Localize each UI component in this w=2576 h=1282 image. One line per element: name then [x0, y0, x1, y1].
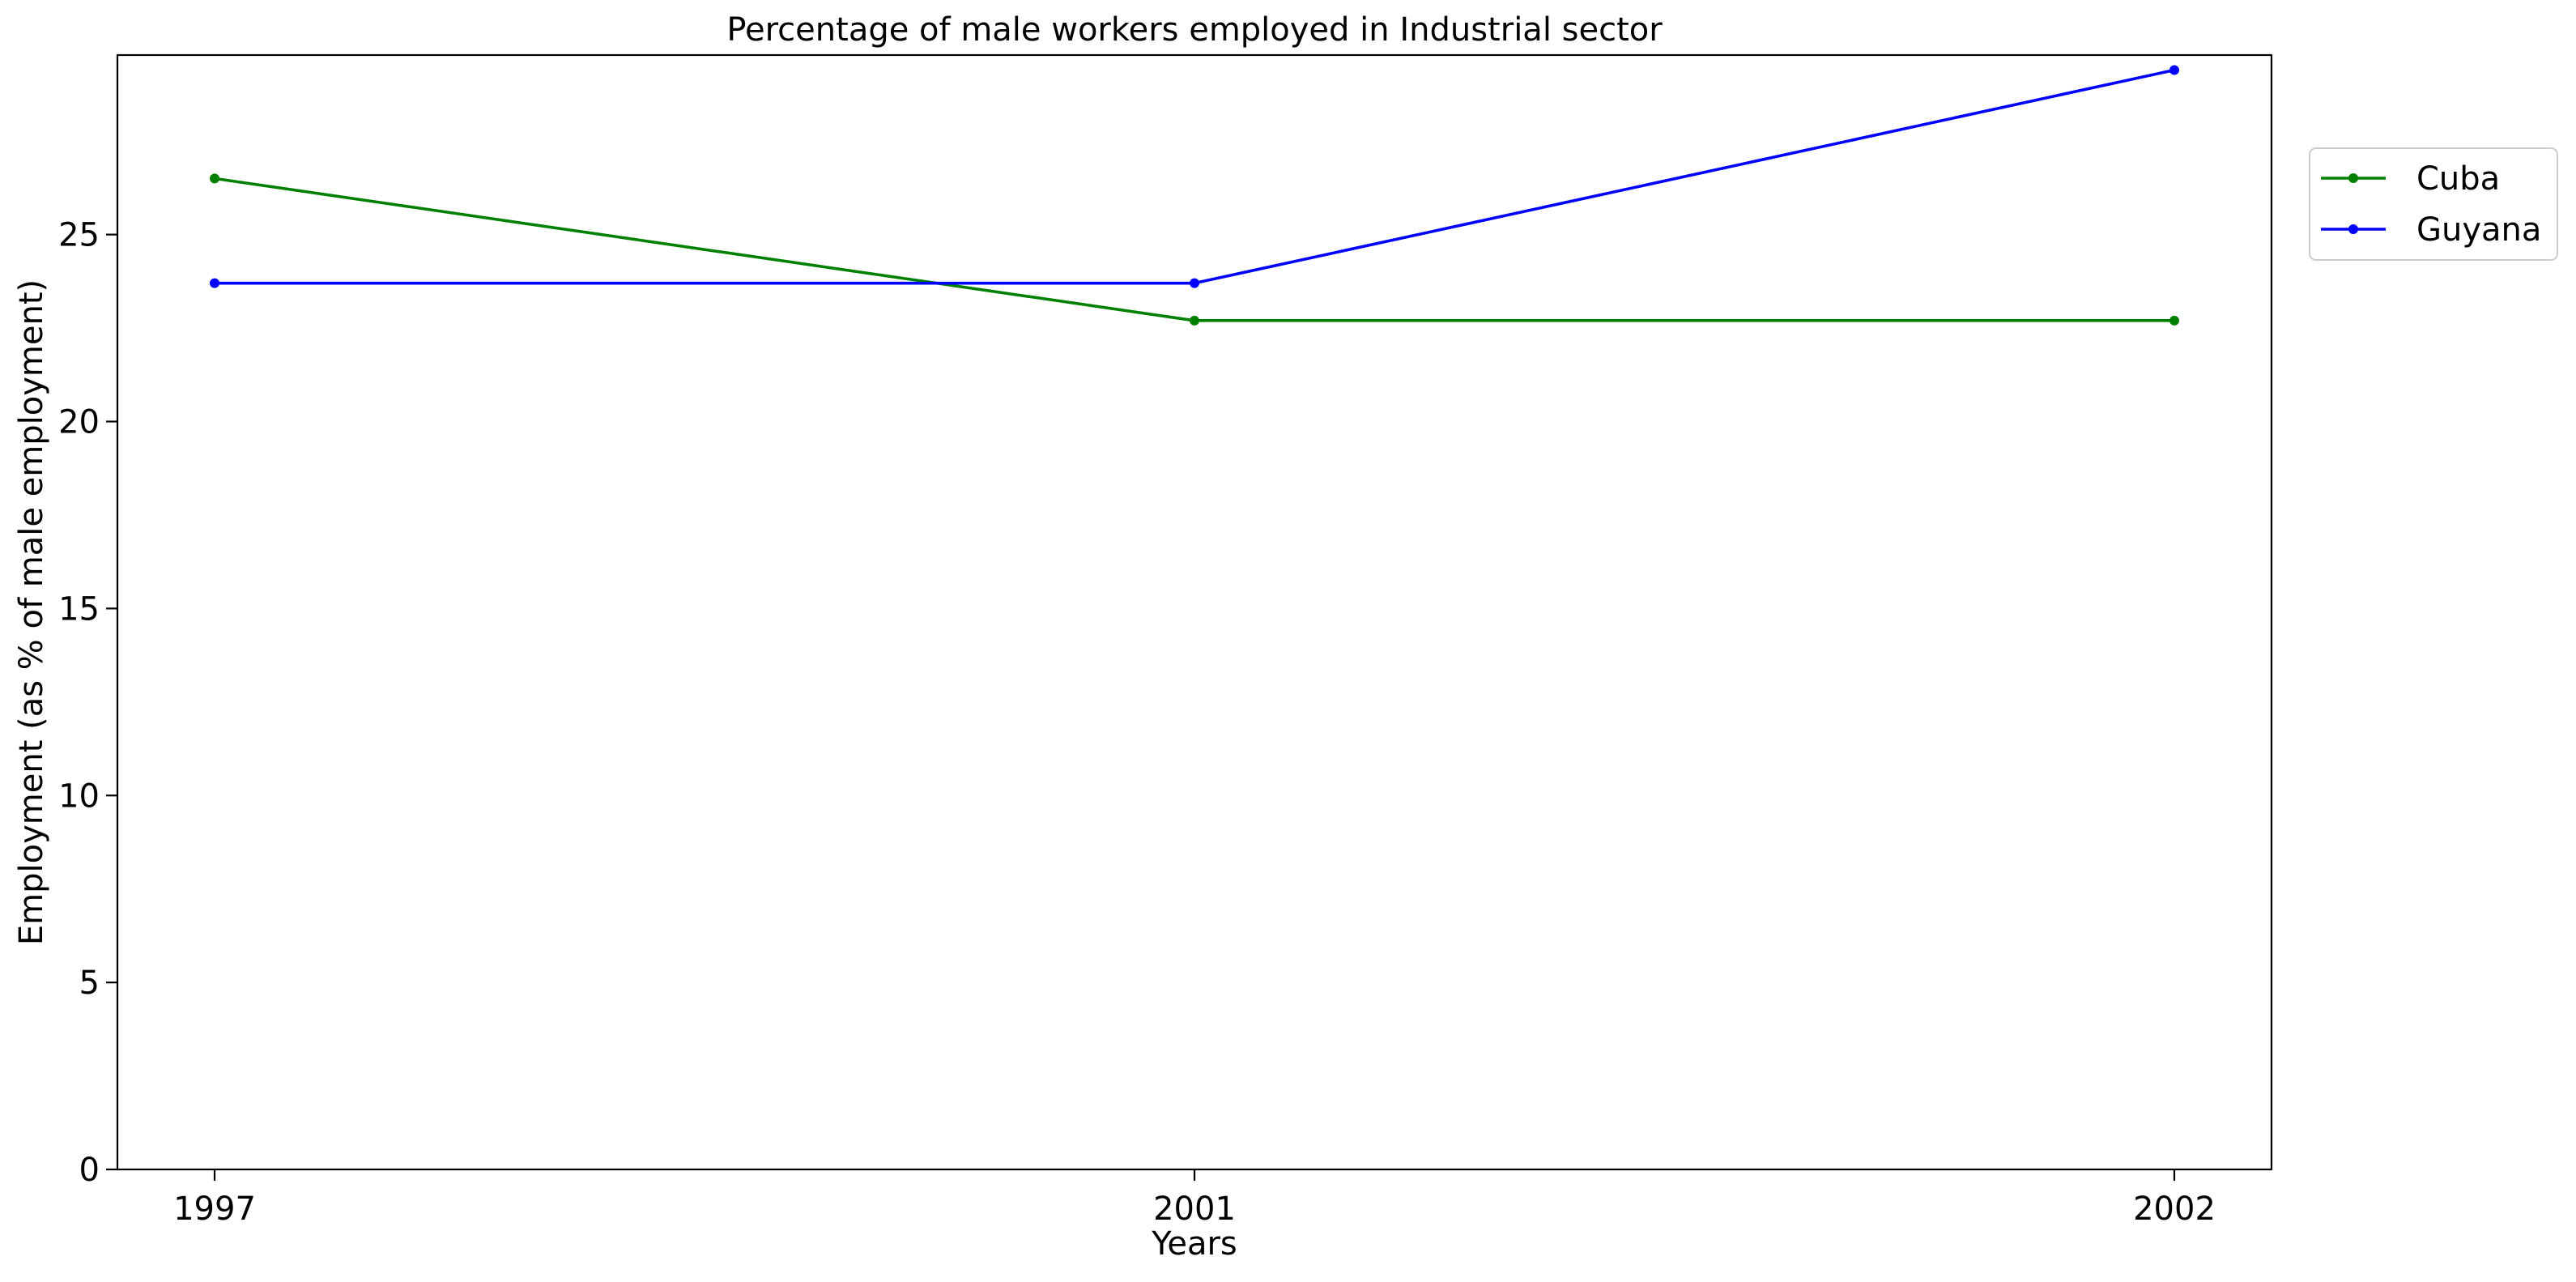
y-tick-label: 10 — [58, 777, 100, 815]
data-point-cuba — [2169, 315, 2179, 326]
plot-area — [210, 65, 2179, 326]
x-axis: 1997 2001 2002 — [173, 1169, 2216, 1228]
data-point-guyana — [1190, 278, 1199, 288]
y-tick-label: 20 — [58, 404, 100, 441]
y-tick-label: 25 — [58, 217, 100, 254]
y-axis: 0 5 10 15 20 25 — [58, 217, 117, 1189]
x-axis-label: Years — [1151, 1225, 1237, 1263]
data-point-cuba — [210, 173, 219, 184]
legend-label-guyana: Guyana — [2416, 211, 2541, 249]
legend-frame — [2309, 147, 2558, 261]
y-tick-label: 15 — [58, 590, 100, 628]
data-point-cuba — [1190, 315, 1199, 326]
x-tick-label: 2002 — [2133, 1190, 2216, 1228]
y-axis-label: Employment (as % of male employment) — [13, 279, 50, 945]
x-tick-label: 2001 — [1153, 1190, 1236, 1228]
legend-marker-cuba — [2348, 173, 2358, 183]
legend-marker-guyana — [2348, 224, 2358, 234]
data-point-guyana — [210, 278, 219, 288]
y-tick-label: 5 — [79, 965, 100, 1002]
legend-label-cuba: Cuba — [2416, 160, 2500, 198]
data-point-guyana — [2169, 65, 2179, 75]
y-tick-label: 0 — [79, 1152, 100, 1189]
chart-title: Percentage of male workers employed in I… — [726, 11, 1663, 49]
legend: Cuba Guyana — [2309, 147, 2558, 261]
x-tick-label: 1997 — [173, 1190, 256, 1228]
